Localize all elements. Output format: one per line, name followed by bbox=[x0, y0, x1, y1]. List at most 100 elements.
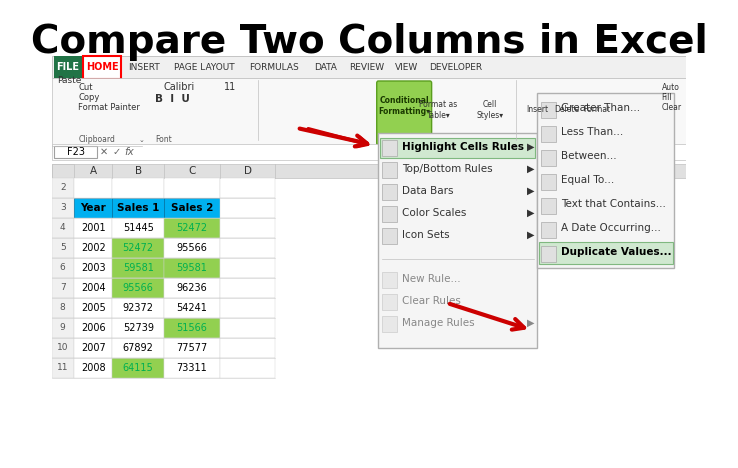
FancyBboxPatch shape bbox=[74, 258, 112, 278]
Text: Equal To...: Equal To... bbox=[561, 175, 615, 185]
FancyBboxPatch shape bbox=[382, 206, 397, 222]
FancyBboxPatch shape bbox=[74, 198, 112, 218]
Text: Cut: Cut bbox=[78, 83, 93, 92]
FancyBboxPatch shape bbox=[52, 298, 74, 318]
FancyBboxPatch shape bbox=[52, 358, 74, 378]
Text: 2003: 2003 bbox=[81, 263, 106, 273]
FancyBboxPatch shape bbox=[112, 198, 164, 218]
FancyBboxPatch shape bbox=[112, 278, 164, 298]
Text: ▶: ▶ bbox=[526, 186, 534, 196]
Text: 2004: 2004 bbox=[81, 283, 106, 293]
FancyBboxPatch shape bbox=[382, 294, 397, 310]
Text: Year: Year bbox=[80, 203, 106, 213]
Text: Color Scales: Color Scales bbox=[402, 208, 467, 218]
Text: 59581: 59581 bbox=[176, 263, 207, 273]
FancyArrowPatch shape bbox=[308, 129, 368, 146]
FancyBboxPatch shape bbox=[541, 198, 556, 214]
FancyBboxPatch shape bbox=[52, 164, 74, 178]
Text: 54241: 54241 bbox=[176, 303, 207, 313]
Text: Data Bars: Data Bars bbox=[402, 186, 454, 196]
Text: Font: Font bbox=[156, 135, 172, 144]
Text: 77577: 77577 bbox=[176, 343, 207, 353]
FancyBboxPatch shape bbox=[382, 272, 397, 288]
Text: 11: 11 bbox=[224, 82, 236, 92]
Text: Compare Two Columns in Excel: Compare Two Columns in Excel bbox=[30, 23, 708, 61]
FancyBboxPatch shape bbox=[52, 218, 74, 238]
Text: 2005: 2005 bbox=[80, 303, 106, 313]
Text: ▶: ▶ bbox=[526, 230, 534, 240]
Text: 8: 8 bbox=[60, 304, 66, 313]
FancyBboxPatch shape bbox=[112, 218, 164, 238]
FancyBboxPatch shape bbox=[539, 242, 673, 264]
Text: 95566: 95566 bbox=[176, 243, 207, 253]
Text: DEVELOPER: DEVELOPER bbox=[429, 63, 482, 72]
Text: Format as
Table▾: Format as Table▾ bbox=[419, 100, 458, 120]
FancyBboxPatch shape bbox=[164, 298, 220, 318]
Text: C: C bbox=[188, 166, 196, 176]
FancyBboxPatch shape bbox=[220, 198, 275, 218]
FancyBboxPatch shape bbox=[112, 338, 164, 358]
Text: ✕: ✕ bbox=[100, 147, 108, 157]
Text: B: B bbox=[134, 166, 142, 176]
Text: Copy: Copy bbox=[78, 93, 100, 102]
FancyBboxPatch shape bbox=[112, 258, 164, 278]
FancyBboxPatch shape bbox=[74, 358, 112, 378]
FancyBboxPatch shape bbox=[380, 138, 536, 158]
Text: Less Than...: Less Than... bbox=[561, 127, 624, 137]
Text: 64115: 64115 bbox=[123, 363, 154, 373]
Text: 5: 5 bbox=[60, 243, 66, 253]
Text: Conditional
Formatting▾: Conditional Formatting▾ bbox=[378, 96, 430, 116]
Text: Sales 1: Sales 1 bbox=[117, 203, 159, 213]
Text: Duplicate Values...: Duplicate Values... bbox=[561, 247, 672, 257]
Text: Greater Than...: Greater Than... bbox=[561, 103, 641, 113]
Text: FILE: FILE bbox=[56, 62, 80, 72]
Text: 2002: 2002 bbox=[80, 243, 106, 253]
FancyBboxPatch shape bbox=[220, 258, 275, 278]
Text: 2007: 2007 bbox=[80, 343, 106, 353]
Text: 92372: 92372 bbox=[123, 303, 154, 313]
Text: Between...: Between... bbox=[561, 151, 617, 161]
FancyBboxPatch shape bbox=[52, 338, 74, 358]
Text: 73311: 73311 bbox=[176, 363, 207, 373]
FancyBboxPatch shape bbox=[74, 298, 112, 318]
FancyBboxPatch shape bbox=[74, 338, 112, 358]
Text: Fill: Fill bbox=[661, 93, 672, 102]
FancyBboxPatch shape bbox=[52, 278, 74, 298]
FancyBboxPatch shape bbox=[54, 56, 82, 78]
FancyBboxPatch shape bbox=[164, 258, 220, 278]
Text: Manage Rules: Manage Rules bbox=[402, 318, 475, 328]
Text: ⌄: ⌄ bbox=[138, 137, 144, 143]
Text: Delete: Delete bbox=[555, 105, 580, 115]
FancyBboxPatch shape bbox=[83, 56, 121, 79]
FancyBboxPatch shape bbox=[537, 93, 675, 268]
FancyBboxPatch shape bbox=[164, 178, 220, 198]
FancyBboxPatch shape bbox=[164, 358, 220, 378]
Text: Icon Sets: Icon Sets bbox=[402, 230, 450, 240]
Text: F23: F23 bbox=[66, 147, 85, 157]
FancyBboxPatch shape bbox=[379, 133, 537, 348]
Text: 52739: 52739 bbox=[123, 323, 154, 333]
FancyBboxPatch shape bbox=[376, 81, 432, 145]
Text: 52472: 52472 bbox=[123, 243, 154, 253]
Text: D: D bbox=[244, 166, 252, 176]
FancyBboxPatch shape bbox=[220, 238, 275, 258]
Text: 51445: 51445 bbox=[123, 223, 154, 233]
FancyBboxPatch shape bbox=[74, 218, 112, 238]
FancyBboxPatch shape bbox=[164, 238, 220, 258]
FancyBboxPatch shape bbox=[74, 178, 112, 198]
Text: Format Painter: Format Painter bbox=[78, 103, 140, 112]
FancyBboxPatch shape bbox=[112, 238, 164, 258]
FancyBboxPatch shape bbox=[541, 246, 556, 262]
FancyBboxPatch shape bbox=[54, 146, 97, 158]
FancyBboxPatch shape bbox=[164, 198, 220, 218]
Text: fx: fx bbox=[125, 147, 134, 157]
FancyBboxPatch shape bbox=[382, 140, 397, 156]
Text: Paste: Paste bbox=[57, 76, 81, 85]
Text: HOME: HOME bbox=[86, 62, 119, 72]
Text: 7: 7 bbox=[60, 284, 66, 292]
Text: ▶: ▶ bbox=[526, 164, 534, 174]
FancyBboxPatch shape bbox=[220, 318, 275, 338]
Text: 67892: 67892 bbox=[123, 343, 154, 353]
Text: Cell
Styles▾: Cell Styles▾ bbox=[477, 100, 503, 120]
FancyBboxPatch shape bbox=[382, 316, 397, 332]
